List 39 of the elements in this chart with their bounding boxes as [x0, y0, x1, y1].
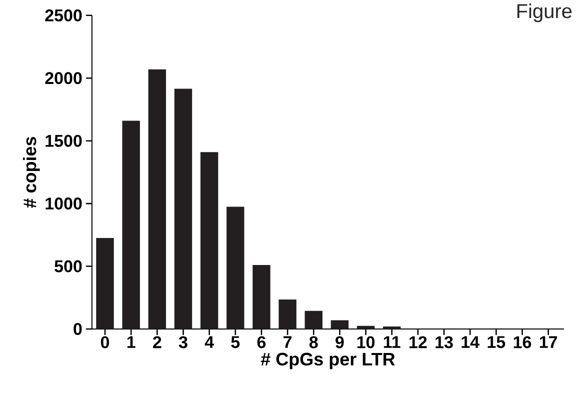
annotation: Figure — [517, 4, 572, 22]
x-tick-label: 2 — [153, 336, 162, 348]
x-tick-label: 9 — [336, 336, 344, 348]
bar — [356, 326, 375, 329]
y-axis-title: # copies — [23, 136, 40, 208]
x-tick-label: 13 — [436, 336, 453, 348]
x-tick-label: 4 — [204, 336, 214, 348]
bar — [174, 88, 192, 329]
x-tick-label: 14 — [462, 336, 480, 348]
x-tick-label: 16 — [514, 336, 532, 348]
y-tick-label: 2500 — [45, 9, 82, 22]
x-tick-label: 10 — [357, 336, 375, 348]
y-tick-label: 2000 — [45, 72, 82, 84]
bar — [383, 326, 401, 329]
x-tick-label: 11 — [384, 336, 400, 348]
x-tick-label: 1 — [127, 336, 136, 348]
bar — [304, 310, 322, 329]
x-tick-label: 8 — [309, 336, 318, 348]
x-tick-label: 5 — [231, 336, 240, 348]
x-tick-label: 15 — [488, 336, 506, 348]
y-tick-label: 0 — [74, 322, 82, 336]
bar — [330, 320, 349, 329]
bar — [278, 300, 296, 329]
x-tick-label: 6 — [257, 336, 266, 348]
x-tick-label: 3 — [178, 336, 188, 348]
bar — [96, 238, 114, 329]
bar — [148, 69, 166, 329]
bar — [252, 265, 270, 329]
x-tick-label: 12 — [410, 336, 427, 348]
bar — [122, 120, 140, 329]
bar — [226, 206, 244, 329]
x-axis-title: # CpGs per LTR — [260, 352, 395, 370]
bar — [200, 152, 218, 329]
x-tick-label: 0 — [100, 336, 110, 348]
y-tick-label: 1500 — [46, 134, 82, 147]
x-tick-label: 17 — [540, 336, 558, 348]
x-tick-label: 7 — [284, 336, 292, 348]
y-tick-label: 500 — [54, 260, 82, 272]
y-tick-label: 1000 — [46, 198, 82, 210]
